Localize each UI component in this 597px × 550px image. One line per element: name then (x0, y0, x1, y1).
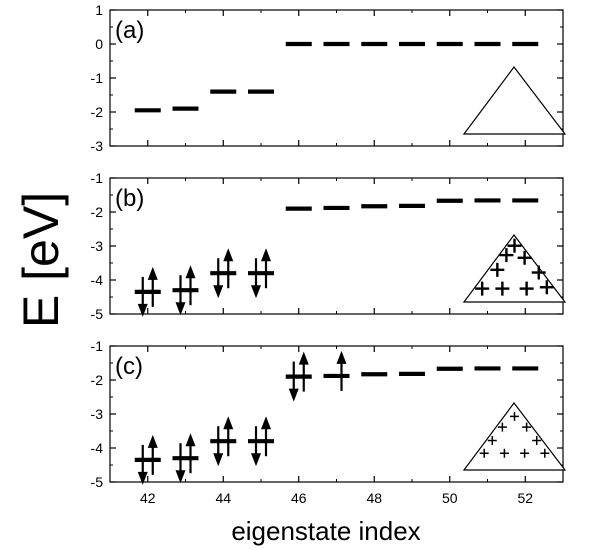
plus-marker (517, 250, 532, 265)
spin-down-arrow-head (175, 470, 186, 484)
spin-up-arrow-head (147, 434, 158, 448)
spin-up-arrow-head (223, 248, 234, 262)
y-tick-label: -2 (91, 204, 104, 220)
y-tick-label: -2 (91, 104, 104, 120)
y-tick-label: 1 (95, 2, 103, 18)
plus-marker (499, 448, 509, 458)
spin-down-arrow (137, 444, 148, 485)
spin-up-arrow (261, 416, 271, 457)
spin-up-arrow (298, 351, 309, 392)
y-tick-label: -5 (91, 306, 104, 322)
y-tick-label: -1 (91, 338, 104, 354)
spin-up-arrow-head (185, 433, 196, 447)
spin-up-arrow-head (298, 351, 309, 365)
y-tick-label: -4 (91, 272, 104, 288)
y-tick-label: -1 (91, 170, 104, 186)
y-tick-label: -4 (91, 440, 104, 456)
spin-down-arrow (251, 258, 261, 299)
panel-1: 1 0 -1 -2 -3 (a) (91, 2, 567, 154)
spin-up-arrow-head (223, 416, 234, 430)
spin-up-arrow (147, 266, 158, 307)
spin-down-arrow-head (137, 471, 148, 485)
panel-3: -1 -2 -3 -4 -5 (c) (91, 338, 567, 490)
plus-marker (487, 436, 497, 446)
panel-tag: (a) (115, 17, 144, 44)
plus-marker (510, 411, 519, 421)
plus-marker (490, 262, 505, 277)
plus-marker (520, 448, 530, 458)
spin-up-arrow-head (185, 265, 196, 279)
plus-marker (495, 281, 510, 296)
y-tick-label: -5 (91, 474, 104, 490)
spin-up-arrow (185, 433, 196, 474)
spin-up-arrow-head (261, 416, 271, 430)
panel-tag: (b) (115, 185, 144, 212)
inset-triangle-1 (462, 66, 567, 135)
spin-down-arrow-head (175, 302, 186, 316)
spin-up-arrow (185, 265, 196, 306)
panel-2: -1 -2 -3 -4 -5 (b) (91, 170, 567, 322)
plus-marker (475, 281, 490, 296)
spin-up-arrow (261, 248, 271, 289)
plus-marker (540, 448, 550, 458)
plus-marker (507, 238, 522, 253)
x-tick-label: 46 (291, 490, 307, 506)
panel-tag: (c) (115, 353, 143, 380)
y-tick-label: -2 (91, 372, 104, 388)
x-tick-label: 44 (215, 490, 231, 506)
plus-marker (522, 422, 532, 432)
panels: 1 0 -1 -2 -3 (a) -1 -2 -3 -4 -5 (b) -1 -2 -3 -4 -5 (c) 42 4… (91, 2, 567, 506)
spin-down-arrow (175, 275, 186, 316)
spin-down-arrow-head (213, 453, 224, 467)
spin-down-arrow-head (288, 388, 299, 402)
x-tick-label: 42 (140, 490, 156, 506)
spin-down-arrow-head (251, 453, 261, 467)
spin-up-arrow (223, 416, 234, 457)
spin-up-arrow-head (336, 350, 347, 364)
triangle-outline (462, 402, 567, 471)
spin-up-arrow-head (261, 248, 271, 262)
spin-up-arrow-head (147, 266, 158, 280)
spin-up-arrow (223, 248, 234, 289)
plus-marker (519, 281, 534, 296)
plus-marker (539, 280, 554, 295)
spin-down-arrow-head (251, 285, 261, 299)
spin-down-arrow-head (213, 285, 224, 299)
spin-down-arrow (137, 276, 148, 317)
spin-up-arrow (147, 434, 158, 475)
x-axis-title: eigenstate index (231, 516, 420, 546)
spin-down-arrow (213, 258, 224, 299)
y-tick-label: -3 (91, 238, 104, 254)
spin-down-arrow (251, 426, 261, 467)
spin-up-arrow (336, 350, 347, 391)
y-axis-title: E [eV] (13, 192, 69, 328)
x-tick-label: 48 (366, 490, 382, 506)
inset-triangle-3 (462, 402, 567, 471)
spin-down-arrow (213, 426, 224, 467)
plus-marker (531, 265, 546, 280)
x-tick-label: 52 (517, 490, 533, 506)
y-tick-label: -1 (91, 70, 104, 86)
y-tick-label: -3 (91, 138, 104, 154)
inset-triangle-2 (462, 234, 567, 303)
y-tick-label: -3 (91, 406, 104, 422)
triangle-outline (462, 66, 567, 135)
plus-marker (499, 248, 514, 263)
plus-marker (479, 448, 489, 458)
x-tick-label: 50 (442, 490, 458, 506)
spin-down-arrow-head (137, 303, 148, 317)
plus-marker (497, 422, 507, 432)
plus-marker (532, 436, 542, 446)
y-tick-label: 0 (95, 36, 103, 52)
spin-down-arrow (175, 443, 186, 484)
spin-down-arrow (288, 361, 299, 402)
